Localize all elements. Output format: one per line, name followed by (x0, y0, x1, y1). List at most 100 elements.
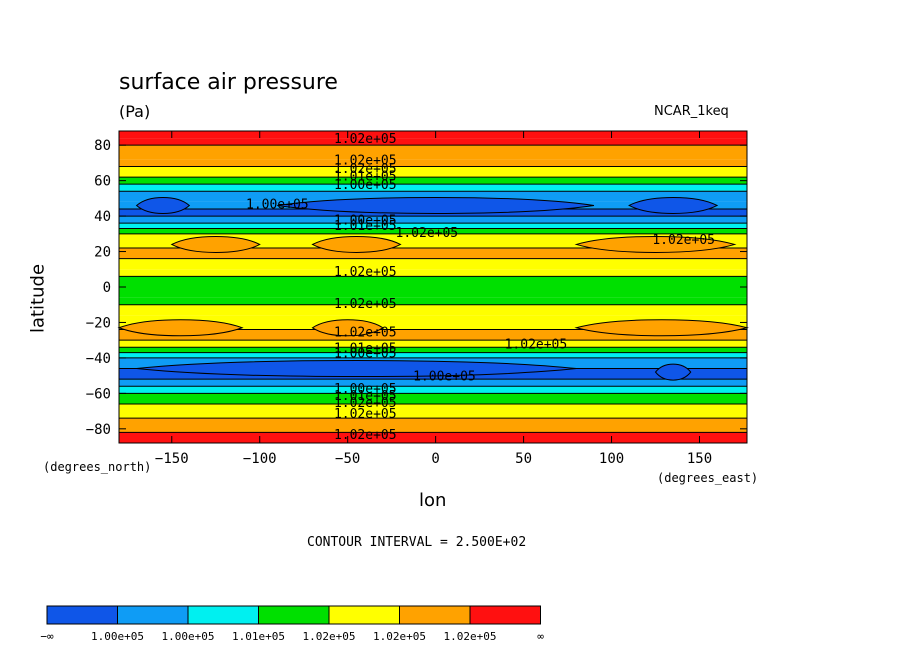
contour-label: 1.02e+05 (334, 162, 397, 177)
x-tick-label: −50 (335, 451, 360, 467)
contour-cell (117, 319, 244, 337)
contour-label: 1.02e+05 (334, 265, 397, 280)
contour-cell (628, 196, 719, 214)
contour-label: 1.00e+05 (334, 347, 397, 362)
contour-band (119, 248, 747, 259)
contour-band (119, 159, 747, 167)
contour-band (119, 347, 747, 353)
contour-label: 1.00e+05 (334, 214, 397, 229)
contour-label: 1.02e+05 (334, 428, 397, 443)
contour-band (119, 131, 747, 139)
y-tick-label: 40 (94, 209, 111, 225)
x-tick-label: 0 (431, 451, 439, 467)
contour-band (119, 379, 747, 387)
contour-label: 1.01e+05 (334, 169, 397, 184)
contour-label: 1.01e+05 (334, 219, 397, 234)
contour-band (119, 340, 747, 348)
contour-band (119, 276, 747, 287)
y-tick-label: 60 (94, 174, 111, 190)
contour-label: 1.02e+05 (396, 226, 459, 241)
contour-band (119, 386, 747, 394)
contour-band (119, 329, 747, 341)
contour-band (119, 223, 747, 229)
contour-band (119, 138, 747, 146)
contour-band (119, 352, 747, 358)
contour-band (119, 145, 747, 160)
contour-band (119, 191, 747, 202)
contour-band (119, 287, 747, 298)
y-axis-ticks: 80 60 40 20 0 −20 −40 −60 −80 (86, 138, 747, 438)
model-label: NCAR_1keq (654, 104, 729, 119)
contour-band (119, 177, 747, 185)
contour-label: 1.00e+05 (246, 198, 309, 213)
contour-label: 1.00e+05 (334, 178, 397, 193)
y-tick-label: 0 (103, 280, 111, 296)
colorbar-swatch (399, 605, 471, 625)
y-tick-label: −40 (86, 351, 111, 367)
chart-title: surface air pressure (119, 70, 338, 95)
x-units-label: (degrees_east) (657, 471, 759, 485)
contour-interval-text: CONTOUR INTERVAL = 2.500E+02 (307, 535, 527, 550)
contour-cell (574, 235, 737, 253)
contour-cell (170, 235, 261, 253)
colorbar-label: −∞ (40, 630, 54, 643)
x-tick-label: −150 (155, 451, 189, 467)
colorbar-label: 1.01e+05 (232, 630, 285, 643)
contour-label: 1.02e+05 (334, 297, 397, 312)
contour-label: 1.02e+05 (505, 338, 568, 353)
y-axis-label: latitude (27, 263, 49, 334)
contour-band (119, 304, 747, 316)
colorbar-swatch (258, 605, 330, 625)
contour-band (119, 393, 747, 404)
y-units-label: (degrees_north) (43, 460, 152, 474)
contour-band (119, 404, 747, 419)
contour-band (119, 258, 747, 270)
colorbar-swatch (328, 605, 400, 625)
x-tick-label: 50 (515, 451, 532, 467)
contour-cell (311, 235, 402, 253)
contour-label: 1.01e+05 (334, 389, 397, 404)
colorbar-swatch (469, 605, 541, 625)
contour-cell (277, 196, 595, 214)
colorbar-label: ∞ (537, 630, 544, 643)
contour-band (119, 432, 747, 443)
colorbar-swatch (117, 605, 189, 625)
contour-cell (135, 196, 191, 214)
contour-band (119, 184, 747, 192)
contour-band (119, 269, 747, 277)
x-axis-ticks: −150 −100 −50 0 50 100 150 (155, 131, 712, 467)
x-tick-label: 150 (687, 451, 712, 467)
contour-label: 1.02e+05 (334, 325, 397, 340)
colorbar-label: 1.02e+05 (444, 630, 497, 643)
y-tick-label: −20 (86, 315, 111, 331)
contour-band (119, 166, 747, 178)
x-tick-label: −100 (243, 451, 277, 467)
contour-cell (311, 319, 384, 337)
contour-label: 1.01e+05 (334, 341, 397, 356)
contour-label: 1.02e+05 (652, 233, 715, 248)
x-tick-label: 100 (599, 451, 624, 467)
contour-band (119, 228, 747, 234)
contour-cell (136, 360, 577, 378)
y-tick-label: −80 (86, 422, 111, 438)
units-label: (Pa) (119, 102, 151, 121)
colorbar-label: 1.02e+05 (373, 630, 426, 643)
contour-label: 1.00e+05 (413, 370, 476, 385)
colorbar-label: 1.00e+05 (91, 630, 144, 643)
contour-label: 1.02e+05 (334, 153, 397, 168)
contour-label: 1.02e+05 (334, 396, 397, 411)
colorbar-label: 1.00e+05 (162, 630, 215, 643)
contour-label: 1.02e+05 (334, 132, 397, 147)
colorbar-swatch (46, 605, 118, 625)
y-tick-label: 20 (94, 245, 111, 261)
colorbar-label: 1.02e+05 (303, 630, 356, 643)
colorbar: −∞ 1.00e+05 1.00e+05 1.01e+05 1.02e+05 1.02e+… (40, 605, 544, 643)
x-axis-label: lon (419, 490, 447, 511)
contour-label: 1.00e+05 (334, 382, 397, 397)
y-tick-label: −60 (86, 386, 111, 402)
contour-band (119, 297, 747, 305)
zonal-bands (119, 131, 747, 443)
contour-labels: 1.02e+051.02e+051.02e+051.01e+051.00e+05… (246, 132, 715, 443)
contour-cell (654, 363, 692, 381)
